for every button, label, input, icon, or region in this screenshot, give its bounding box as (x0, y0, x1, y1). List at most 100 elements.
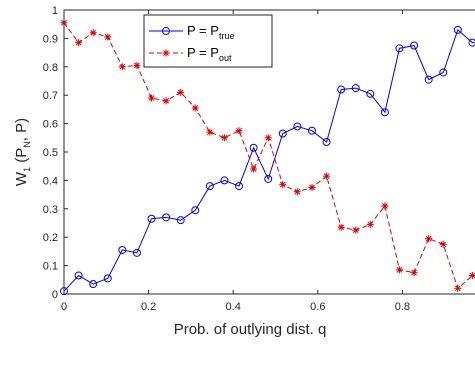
data-point (279, 181, 287, 189)
data-point (308, 184, 316, 191)
data-point (380, 108, 389, 117)
data-point (235, 182, 244, 191)
x-tick-label: 0.4 (226, 301, 241, 313)
data-point (220, 134, 228, 142)
asterisk-stroke (440, 241, 447, 248)
data-point (133, 61, 141, 69)
y-tick-label: 0 (52, 289, 58, 301)
asterisk-stroke (75, 39, 82, 46)
data-point (307, 126, 316, 135)
data-point (337, 223, 345, 231)
asterisk-stroke (411, 269, 417, 276)
x-tick-label: 0.8 (395, 301, 410, 313)
asterisk-stroke (396, 267, 403, 273)
y-tick-label: 0.5 (43, 147, 58, 159)
asterisk-stroke (177, 89, 184, 96)
y-tick-label: 0.1 (43, 261, 58, 273)
y-tick-label: 1 (52, 5, 58, 17)
data-point (148, 94, 156, 102)
y-tick-label: 0.4 (43, 175, 58, 187)
asterisk-stroke (294, 188, 301, 195)
asterisk-stroke (236, 127, 242, 134)
data-point (395, 44, 404, 53)
asterisk-stroke (119, 63, 126, 70)
asterisk-stroke (323, 173, 330, 179)
data-point (278, 129, 287, 138)
data-point (439, 68, 448, 77)
y-tick-label: 0.8 (43, 62, 58, 74)
data-point (337, 85, 346, 94)
series-2 (60, 19, 475, 292)
data-point (103, 274, 112, 283)
data-point (381, 202, 389, 210)
ticks-layer: 0 0.2 0.4 0.6 0.8 0 0.1 0.2 0.3 0.4 0.5 0.6 0.7 0.8 0.… (43, 5, 410, 313)
asterisk-stroke (367, 221, 374, 228)
legend-box (143, 14, 273, 68)
asterisk-stroke (134, 62, 140, 69)
data-point (425, 235, 433, 243)
data-point (249, 143, 258, 152)
data-point (453, 25, 462, 34)
y-tick-label: 0.6 (43, 119, 58, 131)
data-point (220, 176, 229, 185)
legend-marker-true (162, 27, 170, 35)
data-point (366, 89, 375, 98)
asterisk-stroke (90, 29, 97, 36)
data-point (162, 213, 171, 222)
data-point (104, 33, 112, 41)
data-point (89, 29, 97, 37)
y-tick-label: 0.3 (43, 204, 58, 216)
data-point (351, 84, 360, 93)
data-point (395, 266, 403, 274)
series-1 (60, 25, 475, 296)
data-point (439, 240, 447, 248)
data-point (468, 38, 475, 47)
data-point (454, 284, 462, 292)
x-tick-label: 0 (61, 301, 67, 313)
legend: P = Ptrue P = Pout (143, 14, 273, 68)
asterisk-stroke (382, 203, 388, 209)
data-point (250, 165, 258, 173)
legend-label-true: P = Ptrue (187, 23, 234, 41)
asterisk-stroke (279, 181, 286, 188)
data-point (147, 214, 156, 223)
data-point (177, 88, 185, 96)
asterisk-stroke (148, 95, 155, 101)
data-point (352, 226, 360, 234)
asterisk-stroke (352, 227, 359, 233)
data-point (191, 104, 199, 112)
data-point (410, 269, 418, 277)
y-axis-label: W1 (PN, P) (13, 118, 32, 186)
data-point (293, 188, 301, 196)
asterisk-stroke (206, 129, 213, 135)
data-point (75, 39, 83, 47)
data-point (323, 172, 331, 180)
asterisk-stroke (338, 224, 345, 231)
data-point (118, 63, 126, 71)
asterisk-stroke (265, 134, 272, 141)
asterisk-stroke (104, 34, 111, 40)
asterisk-stroke (250, 166, 257, 172)
asterisk-stroke (163, 98, 169, 104)
data-point (322, 138, 331, 147)
asterisk-stroke (454, 285, 461, 292)
asterisk-stroke (192, 105, 199, 111)
data-point (366, 220, 374, 228)
asterisk-stroke (469, 272, 475, 279)
series-line-2 (63, 22, 475, 290)
data-point (205, 182, 214, 191)
legend-label-out: P = Pout (187, 45, 232, 63)
legend-marker-out (162, 49, 170, 57)
data-point (162, 97, 170, 105)
series-line-1 (63, 29, 475, 292)
data-point (293, 122, 302, 131)
asterisk-stroke (425, 235, 432, 242)
data-point (191, 206, 200, 215)
x-tick-label: 0.2 (141, 301, 156, 313)
data-point (89, 280, 98, 289)
data-point (74, 271, 83, 280)
data-point (264, 174, 273, 183)
y-tick-label: 0.9 (43, 33, 58, 45)
asterisk-stroke (221, 134, 228, 141)
